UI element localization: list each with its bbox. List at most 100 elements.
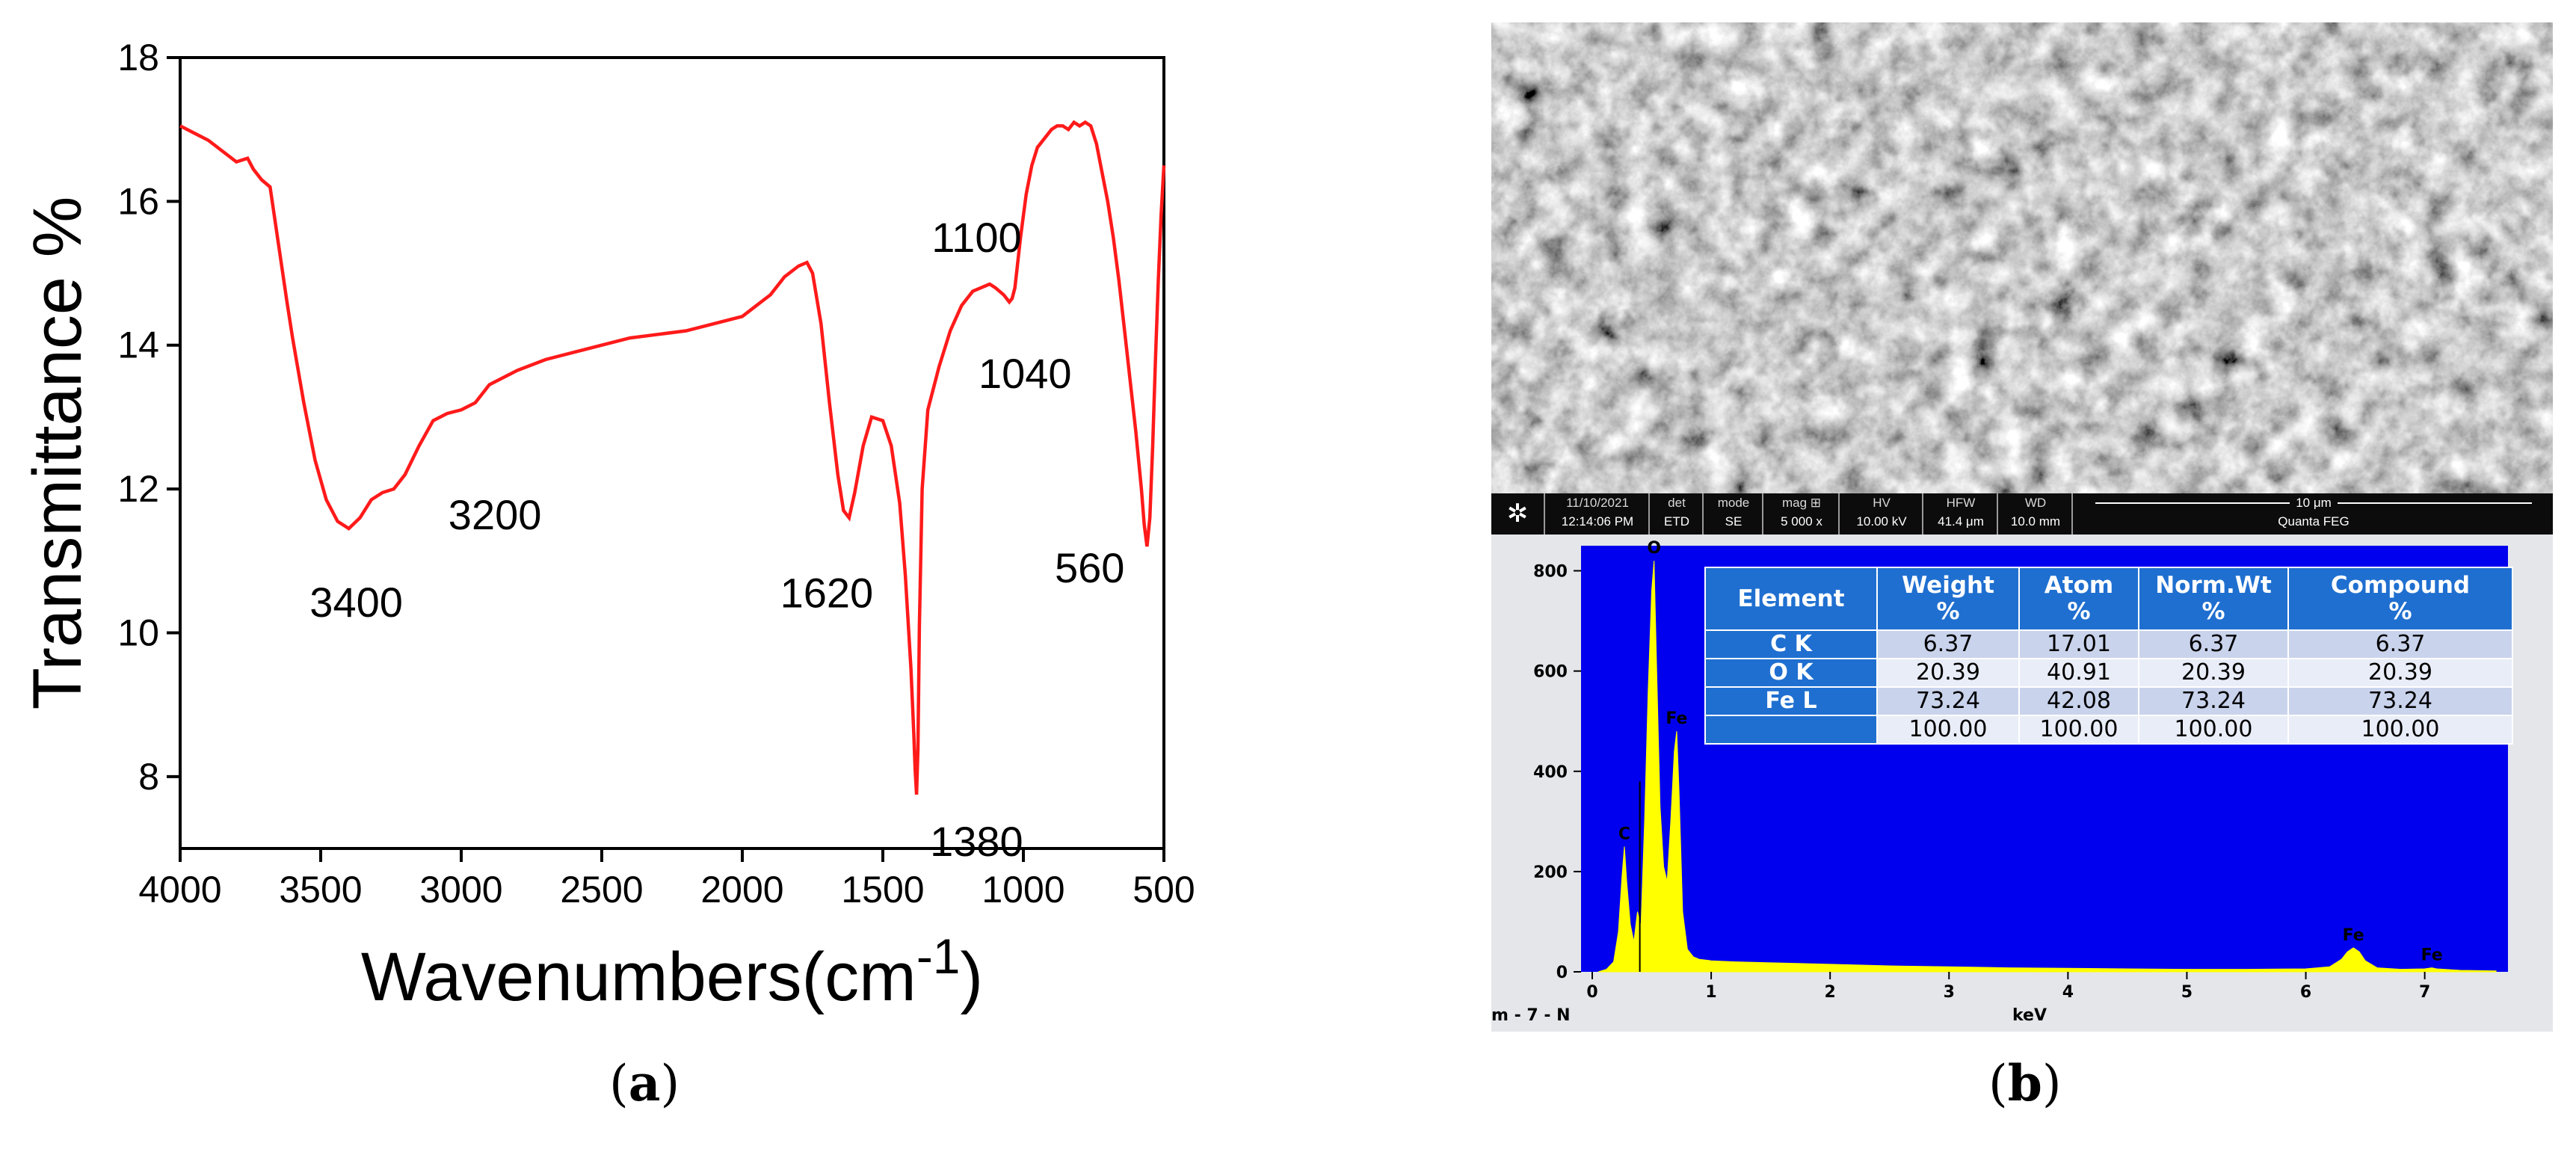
- table-cell: 73.24: [1876, 686, 2020, 716]
- eds-y-tick-label: 800: [1533, 563, 1568, 582]
- panel-label-b: (b): [1988, 1054, 2062, 1112]
- table-row: 100.00 100.00 100.00 100.00: [1704, 715, 2513, 745]
- sem-instrument: Quanta FEG: [2278, 514, 2349, 529]
- eds-x-tick-label: 7: [2419, 983, 2430, 1002]
- sem-info-bar: ✲ 11/10/2021 12:14:06 PM det ETD mode SE ma…: [1491, 493, 2553, 535]
- eds-col-normwt: Norm.Wt%: [2138, 567, 2289, 631]
- table-cell: 100.00: [2138, 715, 2289, 745]
- eds-y-tick-label: 200: [1533, 863, 1568, 882]
- sem-hfw: HFW 41.4 μm: [1922, 493, 1998, 535]
- sem-high-voltage: HV 10.00 kV: [1838, 493, 1923, 535]
- eds-x-tick-label: 0: [1586, 983, 1597, 1002]
- table-row: Fe L 73.24 42.08 73.24 73.24: [1704, 686, 2513, 716]
- table-cell: 73.24: [2287, 686, 2513, 716]
- eds-x-ticks: 0 1 2 3 4 5 6 7: [1586, 972, 2430, 1002]
- table-cell: 42.08: [2018, 686, 2139, 716]
- ftir-x-tick-label: 500: [1133, 869, 1195, 911]
- ftir-peak-annotations: 3400 3200 1620 1380 1100 1040 560: [309, 214, 1124, 865]
- table-row: O K 20.39 40.91 20.39 20.39: [1704, 658, 2513, 688]
- table-cell: [1704, 715, 1878, 745]
- ftir-y-tick-label: 18: [117, 37, 159, 78]
- scale-bar-label: 10 μm: [2290, 496, 2338, 510]
- sem-datetime: 11/10/2021 12:14:06 PM: [1544, 493, 1650, 535]
- eds-col-atom: Atom%: [2018, 567, 2139, 631]
- ftir-y-tick-label: 16: [117, 180, 159, 222]
- table-cell: 100.00: [2287, 715, 2513, 745]
- panel-label-a: (a): [609, 1054, 680, 1112]
- ftir-peak-label: 3400: [309, 579, 403, 626]
- ftir-x-tick-label: 3500: [279, 869, 362, 911]
- ftir-y-tick-label: 8: [138, 756, 159, 798]
- table-cell: 6.37: [2138, 629, 2289, 659]
- table-cell: Fe L: [1704, 686, 1878, 716]
- eds-y-tick-label: 400: [1533, 763, 1568, 782]
- ftir-plot-frame: [179, 56, 1165, 850]
- ftir-peak-label: 1040: [979, 350, 1072, 397]
- ftir-peak-label: 1620: [780, 570, 874, 617]
- eds-y-tick-label: 0: [1556, 964, 1568, 982]
- sem-micrograph: [1491, 22, 2553, 493]
- eds-col-weight: Weight%: [1876, 567, 2020, 631]
- table-cell: 100.00: [2018, 715, 2139, 745]
- ftir-x-axis-label: Wavenumbers(cm-1): [361, 928, 983, 1015]
- eds-col-compound: Compound%: [2287, 567, 2513, 631]
- table-cell: C K: [1704, 629, 1878, 659]
- table-cell: 6.37: [1876, 629, 2020, 659]
- ftir-y-tick-label: 14: [117, 324, 159, 366]
- eds-x-axis-label: keV: [2012, 1006, 2047, 1025]
- ftir-peak-label: 1100: [931, 214, 1021, 261]
- eds-x-tick-label: 5: [2181, 983, 2193, 1002]
- eds-x-tick-label: 2: [1825, 983, 1836, 1002]
- sem-eds-panel: ✲ 11/10/2021 12:14:06 PM det ETD mode SE ma…: [1491, 22, 2553, 1032]
- ftir-x-tick-label: 2000: [700, 869, 783, 911]
- table-cell: 100.00: [1876, 715, 2020, 745]
- ftir-x-axis-label-suffix: ): [961, 939, 984, 1015]
- ftir-y-tick-label: 12: [117, 468, 159, 510]
- table-cell: 20.39: [2138, 658, 2289, 688]
- ftir-series-line: [179, 120, 1166, 795]
- table-cell: 6.37: [2287, 629, 2513, 659]
- ftir-x-ticks: 4000 3500 3000 2500 2000 1500 1000 500: [138, 848, 1195, 911]
- ftir-y-tick-label: 10: [117, 612, 159, 653]
- sem-magnification: mag ⊞ 5 000 x: [1762, 493, 1840, 535]
- sem-scale-block: 10 μm Quanta FEG: [2071, 493, 2554, 535]
- ftir-x-axis-label-sup: -1: [916, 928, 961, 984]
- sem-detector: det ETD: [1648, 493, 1704, 535]
- eds-spectrum-fill: [1597, 561, 2497, 973]
- ftir-x-axis-label-main: Wavenumbers(cm: [361, 939, 916, 1015]
- eds-col-element: Element: [1704, 567, 1878, 631]
- ftir-peak-label: 1380: [930, 818, 1023, 865]
- table-cell: 73.24: [2138, 686, 2289, 716]
- ftir-x-tick-label: 1500: [841, 869, 924, 911]
- eds-peak-label: O: [1647, 539, 1661, 558]
- ftir-x-tick-label: 2500: [560, 869, 643, 911]
- eds-x-tick-label: 3: [1944, 983, 1955, 1002]
- table-cell: 40.91: [2018, 658, 2139, 688]
- fei-logo-icon: ✲: [1506, 499, 1529, 528]
- eds-x-tick-label: 4: [2062, 983, 2074, 1002]
- ftir-x-tick-label: 4000: [138, 869, 221, 911]
- sem-mode: mode SE: [1702, 493, 1763, 535]
- table-row: C K 6.37 17.01 6.37 6.37: [1704, 629, 2513, 659]
- ftir-peak-label: 560: [1055, 544, 1124, 591]
- eds-peak-label: Fe: [2343, 926, 2364, 945]
- eds-composition-table: Element Weight% Atom% Norm.Wt% Compound%…: [1704, 567, 2513, 745]
- table-cell: 20.39: [1876, 658, 2020, 688]
- eds-peak-labels: C O Fe Fe Fe: [1618, 539, 2443, 965]
- table-cell: O K: [1704, 658, 1878, 688]
- ftir-y-axis-label: Transmittance %: [19, 197, 96, 710]
- ftir-x-tick-label: 1000: [982, 869, 1064, 911]
- table-cell: 20.39: [2287, 658, 2513, 688]
- ftir-y-ticks: 8 10 12 14 16 18: [117, 37, 180, 798]
- eds-y-tick-label: 600: [1533, 663, 1568, 682]
- sem-image: [1491, 22, 2553, 493]
- ftir-x-tick-label: 3000: [419, 869, 502, 911]
- table-cell: 17.01: [2018, 629, 2139, 659]
- ftir-peak-label: 3200: [449, 491, 542, 538]
- eds-peak-label: Fe: [1666, 709, 1687, 728]
- eds-footer-label: m - 7 - N: [1491, 1006, 1571, 1025]
- eds-peak-label: Fe: [2421, 946, 2443, 965]
- eds-x-tick-label: 1: [1705, 983, 1716, 1002]
- eds-y-ticks: 0 200 400 600 800: [1533, 563, 1581, 982]
- eds-x-tick-label: 6: [2300, 983, 2311, 1002]
